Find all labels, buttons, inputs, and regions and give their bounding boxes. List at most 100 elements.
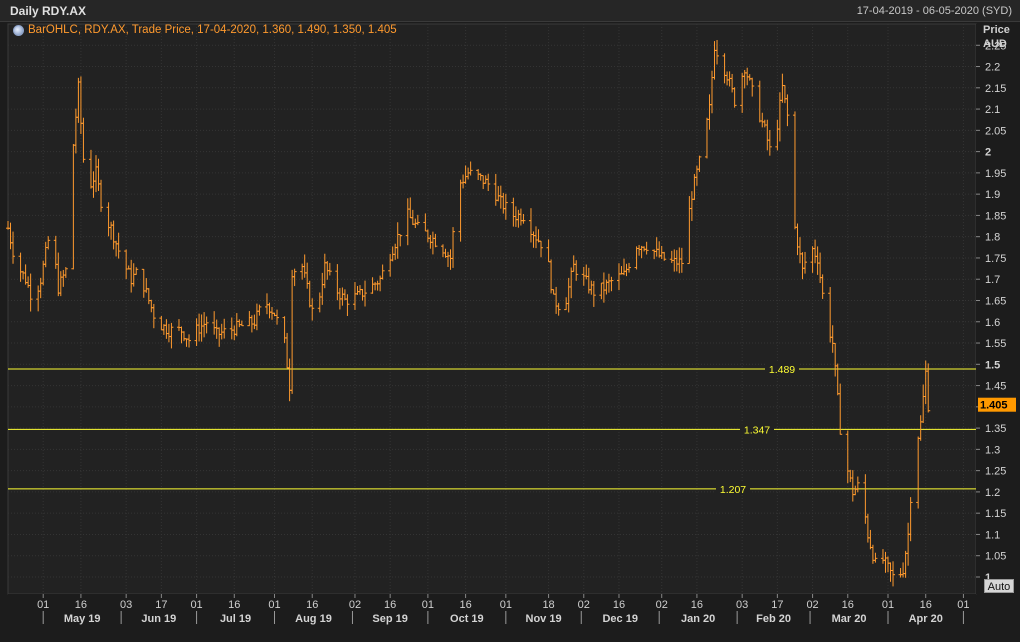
ohlc-bar [732, 87, 737, 108]
level-label: 1.347 [744, 424, 770, 436]
x-day-label: 16 [228, 599, 240, 611]
y-tick-label: 2.1 [985, 104, 1000, 116]
last-price-badge-text: 1.405 [980, 400, 1008, 412]
x-day-label: 16 [75, 599, 87, 611]
level-label-bg [740, 423, 774, 436]
x-day-label: 02 [578, 599, 590, 611]
ohlc-bar [380, 264, 385, 280]
ohlc-bar [310, 298, 315, 321]
level-label-bg [716, 482, 750, 495]
ohlc-bar [134, 267, 139, 275]
x-month-label: Dec 19 [602, 613, 637, 625]
x-month-label: Jan 20 [681, 613, 715, 625]
ohlc-bar [644, 241, 649, 255]
date-range: 17-04-2019 - 06-05-2020 (SYD) [856, 5, 1012, 17]
y-tick-label: 1.05 [985, 551, 1006, 563]
ohlc-bar [503, 193, 508, 220]
x-day-label: 01 [422, 599, 434, 611]
y-tick-label: 2.15 [985, 83, 1006, 95]
y-tick-label: 1.6 [985, 317, 1000, 329]
y-axis-panel [976, 24, 1020, 594]
x-day-label: 16 [842, 599, 854, 611]
ohlc-bar [855, 476, 860, 493]
ohlc-bar [345, 294, 350, 316]
x-day-label: 02 [806, 599, 818, 611]
y-tick-label: 1.85 [985, 210, 1006, 222]
y-tick-label: 1.45 [985, 381, 1006, 393]
ohlc-bar [169, 322, 174, 349]
x-day-label: 01 [190, 599, 202, 611]
ohlc-bar [222, 318, 227, 339]
x-day-label: 16 [384, 599, 396, 611]
x-axis-panel [8, 594, 976, 642]
ohlc-bar [803, 251, 808, 274]
y-tick-label: 1.1 [985, 529, 1000, 541]
ohlc-bar [204, 316, 209, 334]
ohlc-bar [609, 276, 614, 292]
ohlc-bar [908, 497, 913, 542]
y-tick-label: 2 [985, 147, 991, 159]
ohlc-bar [679, 247, 684, 273]
last-price-badge-bg [978, 397, 1016, 412]
ohlc-bar [715, 40, 720, 65]
ohlc-bar [662, 251, 667, 261]
ohlc-bar [275, 309, 280, 325]
x-day-label: 02 [656, 599, 668, 611]
y-tick-label: 1.2 [985, 487, 1000, 499]
ohlc-bar [838, 383, 843, 435]
x-month-label: Oct 19 [450, 613, 484, 625]
ohlc-bar [363, 280, 368, 307]
ohlc-bar [99, 179, 104, 212]
ohlc-bar [239, 320, 244, 327]
x-month-label: Apr 20 [909, 613, 943, 625]
y-tick-label: 1.9 [985, 189, 1000, 201]
x-axis: 01 16 03 17 01 16 01 16 02 16 01 16 01 18 02 16 02 16 03 17… [37, 594, 970, 625]
y-tick-label: 1.55 [985, 338, 1006, 350]
chart-header: Daily RDY.AX 17-04-2019 - 06-05-2020 (SY… [0, 0, 1020, 22]
level-label: 1.489 [769, 364, 795, 376]
ohlc-bar [521, 213, 526, 224]
y-tick-label: 1 [985, 572, 991, 584]
grid-lines [8, 24, 976, 594]
ohlc-bar [292, 268, 297, 287]
ohlc-bar [926, 363, 931, 413]
y-tick-label: 2.2 [985, 62, 1000, 74]
ohlc-bar [697, 155, 702, 172]
x-day-label: 16 [613, 599, 625, 611]
y-tick-label: 1.75 [985, 253, 1006, 265]
ohlc-bar [46, 236, 51, 250]
legend-text: BarOHLC, RDY.AX, Trade Price, 17-04-2020… [28, 24, 397, 36]
y-tick-label: 1.8 [985, 232, 1000, 244]
x-day-label: 01 [500, 599, 512, 611]
level-label: 1.207 [720, 484, 746, 496]
x-day-label: 01 [882, 599, 894, 611]
x-day-label: 16 [920, 599, 932, 611]
level-label-bg [765, 362, 799, 375]
y-axis-unit: AUD [983, 38, 1007, 50]
series-settings-icon[interactable] [13, 24, 24, 36]
ohlc-bar [257, 304, 262, 316]
x-day-label: 01 [957, 599, 969, 611]
ohlc-bar [627, 262, 632, 273]
ohlc-bar [415, 214, 420, 226]
x-day-label: 02 [349, 599, 361, 611]
chart-title: Daily RDY.AX [10, 4, 87, 18]
ohlc-bar [820, 274, 825, 299]
y-tick-label: 1.25 [985, 466, 1006, 478]
x-day-label: 16 [459, 599, 471, 611]
ohlc-bar [785, 94, 790, 127]
ohlc-bar [151, 303, 156, 329]
ohlc-bar [574, 260, 579, 281]
ohlc-bar [486, 173, 491, 191]
ohlc-bar [398, 234, 403, 247]
x-day-label: 03 [736, 599, 748, 611]
x-day-label: 18 [542, 599, 554, 611]
x-day-label: 17 [155, 599, 167, 611]
y-tick-label: 2.25 [985, 40, 1006, 52]
auto-scale-button[interactable]: Auto [984, 579, 1014, 593]
series-legend[interactable]: BarOHLC, RDY.AX, Trade Price, 17-04-2020… [13, 23, 397, 37]
ohlc-bar [591, 281, 596, 307]
ohlc-bar [11, 231, 16, 264]
x-month-label: Feb 20 [756, 613, 791, 625]
x-month-label: Mar 20 [832, 613, 867, 625]
